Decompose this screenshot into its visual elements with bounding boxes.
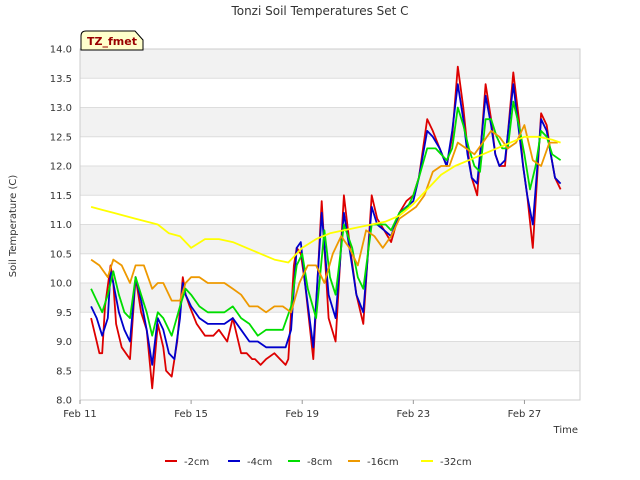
series-line-minus-2cm [90,65,562,390]
y-tick-label: 12.5 [50,132,72,143]
y-tick-label: 11.5 [50,191,72,202]
x-axis-ticks: Feb 11 Feb 15 Feb 19 Feb 23 Feb 27 [63,400,541,420]
x-tick-label: Feb 23 [397,409,431,420]
y-tick-label: 8.0 [56,396,72,407]
plot-band [80,107,580,137]
plot-band [80,49,580,79]
y-tick-label: 11.0 [50,220,72,231]
x-tick-label: Feb 19 [285,409,319,420]
legend-label: -2cm [184,457,209,468]
plot-background-bands [80,49,580,371]
y-axis-ticks: 8.0 8.5 9.0 9.5 10.0 10.5 11.0 11.5 12.0 12.5 13.0… [50,45,72,407]
station-badge-shape [80,30,144,51]
series-line-minus-4cm [90,83,562,366]
legend-label: -4cm [247,457,272,468]
plot-band [80,224,580,254]
y-tick-label: 10.5 [50,249,72,260]
y-tick-label: 9.5 [56,308,72,319]
y-tick-label: 8.5 [56,366,72,377]
series-line-minus-16cm [90,124,558,314]
legend-label: -8cm [307,457,332,468]
x-tick-label: Feb 27 [508,409,542,420]
station-badge-label: TZ_fmet [87,35,137,48]
series-line-minus-8cm [90,100,562,337]
y-tick-label: 13.0 [50,103,72,114]
y-axis-label: Soil Temperature (C) [8,175,19,278]
series-layer [90,65,562,390]
series-line-minus-32cm [90,135,561,264]
station-badge: TZ_fmet [80,30,144,51]
x-tick-label: Feb 11 [63,409,97,420]
plot-frame [79,48,581,401]
legend-label: -16cm [367,457,399,468]
y-tick-label: 14.0 [50,45,72,56]
x-axis-label: Time [553,425,578,436]
y-tick-label: 9.0 [56,337,72,348]
plot-band [80,166,580,196]
x-tick-label: Feb 15 [174,409,208,420]
legend-label: -32cm [440,457,472,468]
y-tick-label: 13.5 [50,74,72,85]
y-tick-label: 10.0 [50,279,72,290]
legend: -2cm -4cm -8cm -16cm -32cm [165,457,472,468]
chart-title: Tonzi Soil Temperatures Set C [230,4,408,18]
y-tick-label: 12.0 [50,162,72,173]
